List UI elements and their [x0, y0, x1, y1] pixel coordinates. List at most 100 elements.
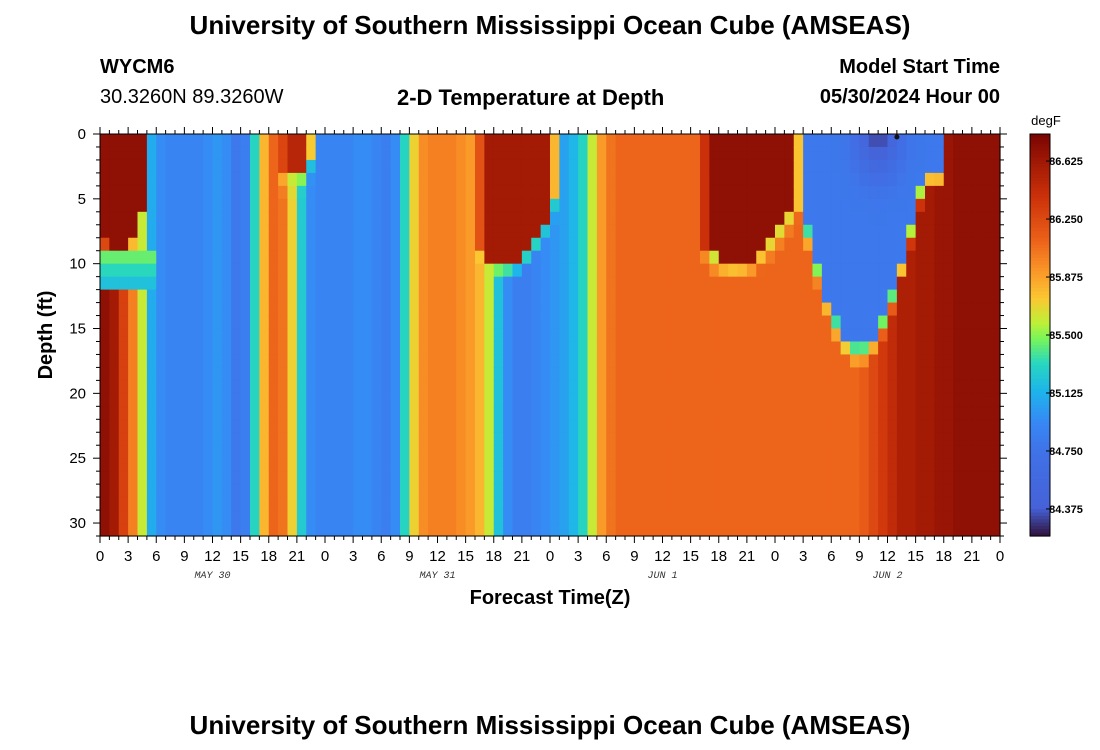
heatmap-cell — [671, 198, 682, 213]
heatmap-cell — [184, 484, 195, 498]
heatmap-cell — [456, 250, 467, 265]
heatmap-cell — [756, 367, 767, 381]
heatmap-cell — [296, 224, 307, 239]
heatmap-cell — [906, 237, 917, 252]
heatmap-cell — [475, 354, 485, 369]
heatmap-cell — [259, 237, 270, 252]
heatmap-cell — [746, 134, 757, 148]
colorbar-segment — [1030, 308, 1050, 313]
heatmap-cell — [259, 341, 270, 356]
heatmap-cell — [268, 289, 279, 304]
heatmap-cell — [709, 432, 720, 446]
heatmap-cell — [943, 328, 954, 343]
heatmap-cell — [475, 471, 485, 485]
heatmap-cell — [428, 302, 439, 317]
heatmap-cell — [521, 237, 532, 252]
heatmap-cell — [287, 224, 298, 239]
heatmap-cell — [400, 224, 410, 239]
heatmap-cell — [268, 146, 279, 161]
heatmap-cell — [146, 471, 157, 485]
heatmap-cell — [634, 523, 645, 537]
heatmap-cell — [568, 510, 579, 524]
heatmap-cell — [100, 263, 110, 278]
heatmap-cell — [165, 250, 176, 265]
heatmap-cell — [137, 328, 148, 343]
heatmap-cell — [953, 510, 964, 524]
heatmap-cell — [343, 341, 354, 356]
heatmap-cell — [784, 315, 795, 330]
heatmap-cell — [784, 211, 795, 226]
heatmap-cell — [793, 134, 804, 148]
heatmap-cell — [128, 172, 139, 187]
heatmap-cell — [371, 198, 382, 213]
heatmap-cell — [634, 354, 645, 369]
heatmap-cell — [718, 289, 729, 304]
heatmap-cell — [625, 198, 635, 213]
heatmap-cell — [615, 172, 626, 187]
heatmap-cell — [953, 289, 964, 304]
heatmap-cell — [653, 341, 664, 356]
heatmap-cell — [634, 250, 645, 265]
heatmap-cell — [990, 354, 1001, 369]
heatmap-cell — [456, 341, 467, 356]
heatmap-cell — [784, 406, 795, 420]
heatmap-cell — [146, 484, 157, 498]
heatmap-cell — [296, 211, 307, 226]
heatmap-cell — [831, 354, 842, 369]
heatmap-cell — [109, 341, 120, 356]
heatmap-cell — [493, 224, 504, 239]
heatmap-cell — [868, 159, 879, 174]
heatmap-cell — [212, 380, 223, 394]
heatmap-cell — [559, 380, 570, 394]
heatmap-cell — [662, 276, 673, 291]
heatmap-cell — [803, 172, 814, 187]
heatmap-cell — [306, 484, 317, 498]
heatmap-cell — [381, 328, 392, 343]
heatmap-cell — [212, 172, 223, 187]
heatmap-cell — [840, 523, 851, 537]
heatmap-cell — [212, 185, 223, 200]
heatmap-cell — [896, 172, 907, 187]
heatmap-cell — [550, 341, 560, 356]
heatmap-cell — [671, 276, 682, 291]
heatmap-cell — [896, 484, 907, 498]
heatmap-cell — [250, 172, 260, 187]
heatmap-cell — [700, 302, 710, 317]
heatmap-cell — [962, 237, 973, 252]
heatmap-cell — [653, 445, 664, 459]
heatmap-cell — [512, 172, 523, 187]
heatmap-cell — [662, 484, 673, 498]
heatmap-cell — [212, 224, 223, 239]
heatmap-cell — [118, 146, 129, 161]
heatmap-cell — [868, 510, 879, 524]
heatmap-cell — [334, 172, 345, 187]
heatmap-cell — [981, 250, 992, 265]
heatmap-cell — [690, 341, 701, 356]
heatmap-cell — [446, 328, 457, 343]
heatmap-cell — [212, 341, 223, 356]
heatmap-cell — [287, 445, 298, 459]
heatmap-cell — [325, 237, 335, 252]
heatmap-cell — [737, 289, 748, 304]
heatmap-cell — [831, 237, 842, 252]
heatmap-cell — [812, 172, 823, 187]
heatmap-cell — [859, 250, 870, 265]
heatmap-cell — [671, 134, 682, 148]
heatmap-cell — [512, 484, 523, 498]
heatmap-cell — [568, 328, 579, 343]
heatmap-cell — [915, 341, 926, 356]
heatmap-cell — [803, 211, 814, 226]
heatmap-cell — [503, 445, 514, 459]
heatmap-cell — [559, 159, 570, 174]
heatmap-cell — [512, 289, 523, 304]
heatmap-cell — [934, 341, 945, 356]
heatmap-cell — [165, 497, 176, 511]
heatmap-cell — [231, 393, 242, 407]
heatmap-cell — [184, 134, 195, 148]
heatmap-cell — [418, 172, 429, 187]
heatmap-cell — [606, 406, 617, 420]
heatmap-cell — [221, 432, 232, 446]
heatmap-cell — [100, 510, 110, 524]
heatmap-cell — [615, 289, 626, 304]
colorbar-segment — [1030, 509, 1050, 514]
